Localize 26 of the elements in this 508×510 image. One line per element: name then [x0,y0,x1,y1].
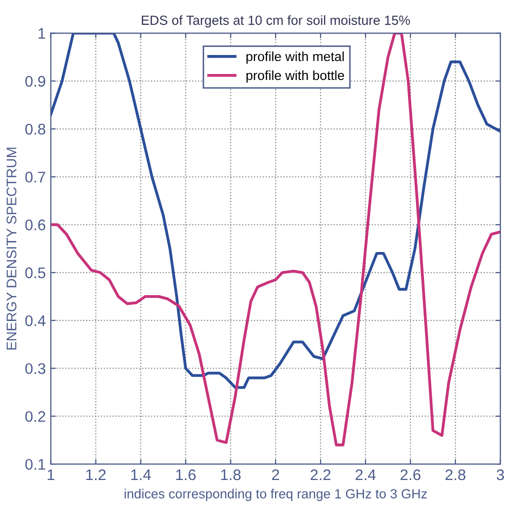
y-tick-label: 0.1 [25,458,46,470]
legend-label: profile with bottle [246,70,344,83]
x-tick-label: 2 [272,469,280,480]
y-tick-label: 0.3 [25,363,46,374]
y-tick-label: 0.6 [25,220,46,230]
x-tick-label: 1 [48,470,54,480]
y-tick-label: 0.7 [25,172,46,182]
y-tick-label: 0.2 [25,411,46,422]
x-tick-label: 2.6 [400,469,420,480]
x-axis-title: indices corresponding to freq range 1 GHz to 3 GHz [124,488,427,502]
y-tick-label: 0.8 [25,124,46,135]
x-tick-label: 2.8 [446,469,466,480]
y-tick-label: 0.5 [25,267,46,278]
x-tick-label: 3 [496,469,504,480]
y-tick-label: 0.9 [25,76,46,87]
x-tick-label: 1.4 [131,470,151,480]
legend-label: profile with metal [246,51,344,64]
x-tick-label: 1.8 [221,469,241,480]
x-tick-label: 1.6 [176,469,196,480]
x-tick-label: 2.2 [310,469,330,480]
y-axis-title: ENERGY DENSITY SPECTRUM [6,148,16,350]
y-tick-label: 1 [38,28,46,39]
x-tick-label: 2.4 [356,469,376,480]
chart-title: EDS of Targets at 10 cm for soil moisture 15% [142,15,410,28]
y-tick-label: 0.4 [25,315,46,326]
x-tick-label: 1.2 [86,469,106,480]
